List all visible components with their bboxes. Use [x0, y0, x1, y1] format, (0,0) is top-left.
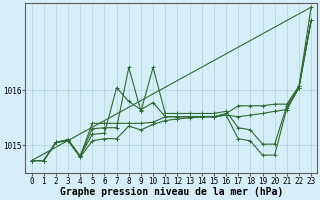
X-axis label: Graphe pression niveau de la mer (hPa): Graphe pression niveau de la mer (hPa) — [60, 187, 283, 197]
